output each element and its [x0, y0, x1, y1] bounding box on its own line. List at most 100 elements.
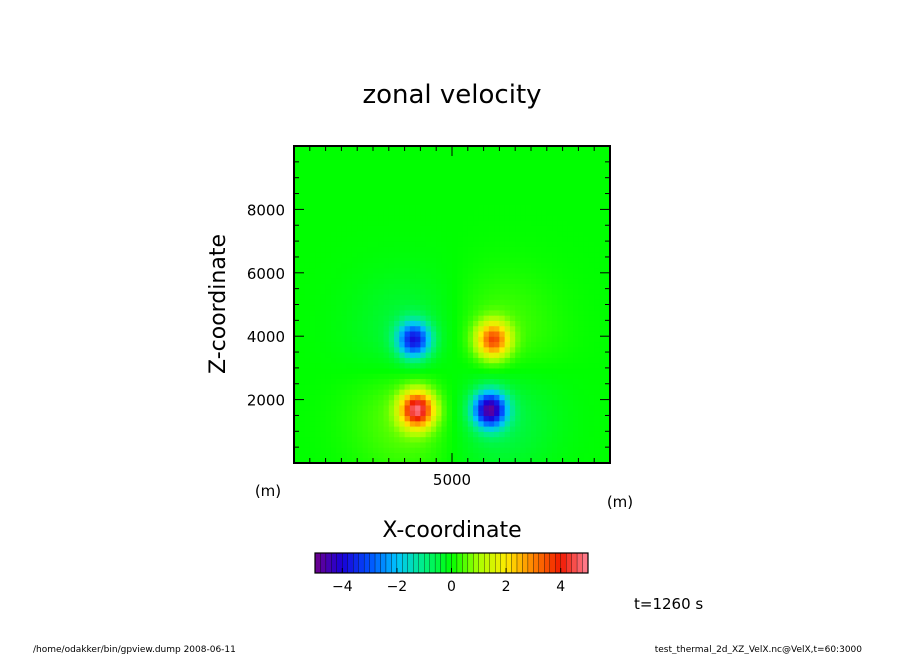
field-cell: [515, 383, 522, 390]
field-cell: [573, 193, 579, 200]
field-cell: [583, 352, 590, 358]
field-cell: [499, 426, 506, 432]
field-cell: [599, 283, 606, 290]
field-cell: [604, 262, 610, 269]
field-cell: [594, 146, 601, 152]
field-cell: [420, 151, 427, 158]
field-cell: [473, 426, 479, 432]
field-cell: [388, 304, 395, 311]
field-cell: [504, 251, 511, 258]
field-cell: [399, 278, 406, 284]
field-cell: [567, 304, 574, 311]
field-cell: [420, 362, 427, 369]
field-cell: [388, 452, 395, 459]
field-cell: [357, 399, 364, 406]
field-cell: [315, 172, 321, 179]
field-cell: [583, 272, 590, 279]
field-cell: [509, 209, 516, 216]
field-cell: [394, 214, 400, 221]
field-cell: [341, 330, 348, 337]
field-cell: [536, 177, 543, 184]
field-cell: [467, 209, 474, 216]
field-cell: [541, 352, 548, 358]
field-cell: [409, 193, 416, 200]
field-cell: [351, 293, 358, 300]
field-cell: [430, 415, 437, 422]
field-cell: [599, 251, 606, 258]
field-cell: [394, 352, 400, 358]
field-cell: [394, 251, 400, 258]
field-cell: [315, 399, 321, 406]
field-cell: [388, 373, 395, 380]
field-cell: [309, 304, 316, 311]
field-cell: [462, 198, 469, 205]
field-cell: [499, 315, 506, 321]
field-cell: [578, 320, 585, 327]
field-cell: [309, 151, 316, 158]
field-cell: [599, 320, 606, 327]
field-cell: [509, 251, 516, 258]
field-cell: [341, 447, 348, 454]
field-cell: [441, 426, 448, 432]
field-cell: [320, 198, 327, 205]
field-cell: [373, 452, 379, 459]
field-cell: [546, 426, 553, 432]
field-cell: [462, 352, 469, 358]
field-cell: [494, 426, 500, 432]
field-cell: [567, 278, 574, 284]
field-cell: [588, 209, 595, 216]
field-cell: [399, 204, 406, 210]
field-cell: [588, 394, 595, 401]
field-cell: [562, 452, 569, 459]
field-cell: [536, 214, 543, 221]
field-cell: [515, 283, 522, 290]
field-cell: [588, 288, 595, 295]
field-cell: [304, 272, 311, 279]
field-cell: [552, 420, 558, 427]
field-cell: [562, 420, 569, 427]
field-cell: [367, 452, 374, 459]
field-cell: [351, 336, 358, 343]
field-cell: [499, 447, 506, 454]
field-cell: [441, 304, 448, 311]
field-cell: [346, 325, 353, 332]
field-cell: [399, 441, 406, 448]
field-cell: [304, 256, 311, 263]
field-cell: [388, 436, 395, 443]
field-cell: [499, 267, 506, 274]
field-cell: [399, 288, 406, 295]
field-cell: [315, 182, 321, 189]
field-cell: [599, 378, 606, 385]
y-tick-label: 4000: [247, 328, 285, 346]
field-cell: [446, 346, 453, 353]
field-cell: [499, 373, 506, 380]
field-cell: [409, 357, 416, 364]
field-cell: [536, 336, 543, 343]
field-cell: [478, 209, 485, 216]
field-cell: [499, 357, 506, 364]
field-cell: [357, 373, 364, 380]
field-cell: [420, 441, 427, 448]
field-cell: [294, 378, 300, 385]
field-cell: [562, 299, 569, 306]
field-cell: [573, 235, 579, 242]
field-cell: [425, 309, 432, 316]
field-cell: [436, 389, 443, 395]
field-cell: [341, 367, 348, 374]
field-cell: [388, 346, 395, 353]
field-cell: [599, 204, 606, 210]
field-cell: [483, 431, 490, 438]
field-cell: [509, 399, 516, 406]
field-cell: [467, 177, 474, 184]
field-cell: [525, 267, 532, 274]
field-cell: [425, 367, 432, 374]
field-cell: [394, 457, 400, 463]
field-cell: [367, 193, 374, 200]
field-cell: [336, 288, 342, 295]
field-cell: [304, 219, 311, 226]
field-cell: [515, 156, 522, 163]
field-cell: [436, 283, 443, 290]
field-cell: [536, 146, 543, 152]
field-cell: [478, 262, 485, 269]
field-cell: [367, 378, 374, 385]
